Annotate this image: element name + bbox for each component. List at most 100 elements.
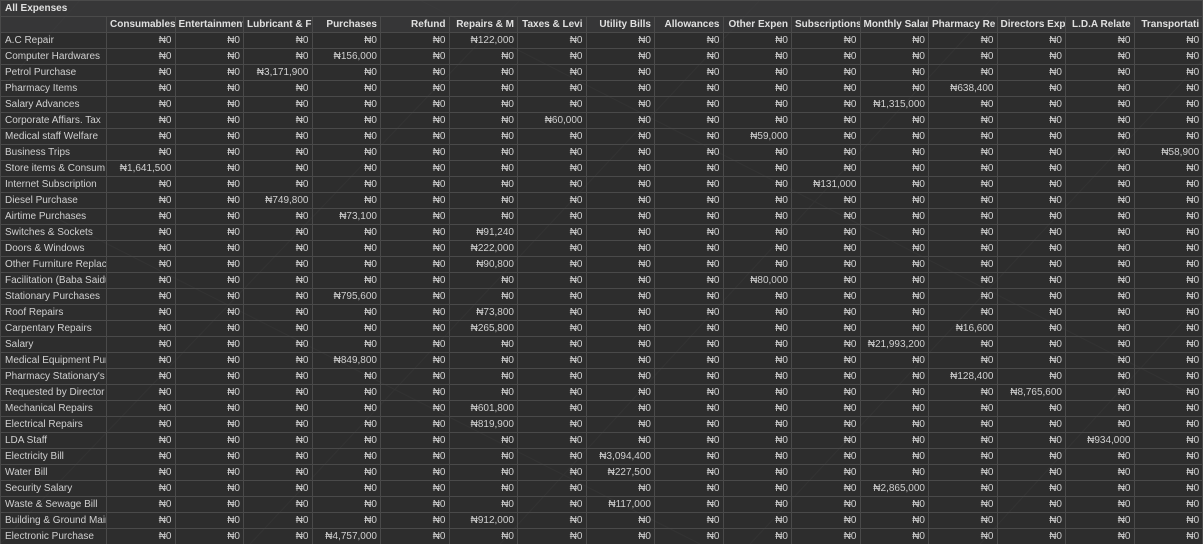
cell-value[interactable]: ₦0: [381, 209, 450, 225]
cell-value[interactable]: ₦0: [655, 97, 724, 113]
table-row[interactable]: Electronic Purchase₦0₦0₦0₦4,757,000₦0₦0₦…: [1, 529, 1203, 544]
cell-value[interactable]: ₦0: [929, 289, 998, 305]
cell-value[interactable]: ₦0: [997, 401, 1066, 417]
row-label[interactable]: Roof Repairs: [1, 305, 107, 321]
cell-value[interactable]: ₦0: [1134, 273, 1203, 289]
cell-value[interactable]: ₦0: [312, 481, 381, 497]
cell-value[interactable]: ₦0: [1134, 369, 1203, 385]
cell-value[interactable]: ₦0: [449, 81, 518, 97]
cell-value[interactable]: ₦0: [244, 353, 313, 369]
cell-value[interactable]: ₦0: [312, 401, 381, 417]
cell-value[interactable]: ₦0: [997, 241, 1066, 257]
table-row[interactable]: Medical Equipment Pur₦0₦0₦0₦849,800₦0₦0₦…: [1, 353, 1203, 369]
cell-value[interactable]: ₦0: [997, 305, 1066, 321]
cell-value[interactable]: ₦0: [792, 337, 861, 353]
cell-value[interactable]: ₦0: [449, 49, 518, 65]
cell-value[interactable]: ₦0: [723, 433, 792, 449]
cell-value[interactable]: ₦0: [312, 257, 381, 273]
cell-value[interactable]: ₦0: [997, 97, 1066, 113]
cell-value[interactable]: ₦0: [449, 449, 518, 465]
cell-value[interactable]: ₦819,900: [449, 417, 518, 433]
cell-value[interactable]: ₦0: [1134, 465, 1203, 481]
cell-value[interactable]: ₦0: [518, 417, 587, 433]
cell-value[interactable]: ₦0: [175, 353, 244, 369]
cell-value[interactable]: ₦0: [107, 465, 176, 481]
cell-value[interactable]: ₦0: [586, 417, 655, 433]
table-row[interactable]: Security Salary₦0₦0₦0₦0₦0₦0₦0₦0₦0₦0₦0₦2,…: [1, 481, 1203, 497]
cell-value[interactable]: ₦0: [792, 497, 861, 513]
cell-value[interactable]: ₦0: [860, 417, 929, 433]
cell-value[interactable]: ₦0: [723, 321, 792, 337]
cell-value[interactable]: ₦0: [997, 417, 1066, 433]
cell-value[interactable]: ₦0: [1066, 129, 1135, 145]
cell-value[interactable]: ₦0: [655, 401, 724, 417]
cell-value[interactable]: ₦0: [997, 145, 1066, 161]
row-label[interactable]: Stationary Purchases: [1, 289, 107, 305]
cell-value[interactable]: ₦0: [792, 81, 861, 97]
cell-value[interactable]: ₦0: [997, 497, 1066, 513]
cell-value[interactable]: ₦0: [244, 177, 313, 193]
cell-value[interactable]: ₦0: [107, 209, 176, 225]
cell-value[interactable]: ₦0: [792, 369, 861, 385]
cell-value[interactable]: ₦0: [586, 289, 655, 305]
cell-value[interactable]: ₦0: [860, 145, 929, 161]
cell-value[interactable]: ₦0: [586, 161, 655, 177]
cell-value[interactable]: ₦0: [312, 145, 381, 161]
cell-value[interactable]: ₦0: [518, 449, 587, 465]
cell-value[interactable]: ₦0: [997, 225, 1066, 241]
cell-value[interactable]: ₦91,240: [449, 225, 518, 241]
cell-value[interactable]: ₦0: [244, 305, 313, 321]
cell-value[interactable]: ₦849,800: [312, 353, 381, 369]
cell-value[interactable]: ₦117,000: [586, 497, 655, 513]
cell-value[interactable]: ₦0: [655, 209, 724, 225]
row-label[interactable]: Facilitation (Baba Saidu: [1, 273, 107, 289]
table-row[interactable]: Waste & Sewage Bill₦0₦0₦0₦0₦0₦0₦0₦117,00…: [1, 497, 1203, 513]
cell-value[interactable]: ₦0: [312, 497, 381, 513]
cell-value[interactable]: ₦0: [723, 241, 792, 257]
cell-value[interactable]: ₦0: [586, 353, 655, 369]
cell-value[interactable]: ₦0: [1066, 81, 1135, 97]
cell-value[interactable]: ₦0: [175, 497, 244, 513]
row-label[interactable]: Store items & Consum: [1, 161, 107, 177]
cell-value[interactable]: ₦0: [1066, 529, 1135, 544]
cell-value[interactable]: ₦0: [518, 97, 587, 113]
cell-value[interactable]: ₦0: [449, 113, 518, 129]
column-header[interactable]: Refund: [381, 17, 450, 33]
cell-value[interactable]: ₦0: [175, 529, 244, 544]
cell-value[interactable]: ₦0: [244, 129, 313, 145]
cell-value[interactable]: ₦0: [997, 449, 1066, 465]
cell-value[interactable]: ₦795,600: [312, 289, 381, 305]
cell-value[interactable]: ₦0: [723, 417, 792, 433]
cell-value[interactable]: ₦0: [1066, 337, 1135, 353]
cell-value[interactable]: ₦0: [107, 337, 176, 353]
cell-value[interactable]: ₦0: [997, 273, 1066, 289]
table-row[interactable]: Business Trips₦0₦0₦0₦0₦0₦0₦0₦0₦0₦0₦0₦0₦0…: [1, 145, 1203, 161]
cell-value[interactable]: ₦0: [723, 369, 792, 385]
cell-value[interactable]: ₦0: [997, 529, 1066, 544]
cell-value[interactable]: ₦0: [381, 449, 450, 465]
cell-value[interactable]: ₦0: [1134, 257, 1203, 273]
cell-value[interactable]: ₦0: [997, 337, 1066, 353]
cell-value[interactable]: ₦0: [586, 321, 655, 337]
cell-value[interactable]: ₦0: [244, 257, 313, 273]
cell-value[interactable]: ₦0: [792, 225, 861, 241]
cell-value[interactable]: ₦156,000: [312, 49, 381, 65]
row-label[interactable]: Computer Hardwares: [1, 49, 107, 65]
cell-value[interactable]: ₦0: [381, 433, 450, 449]
cell-value[interactable]: ₦0: [586, 273, 655, 289]
cell-value[interactable]: ₦0: [792, 385, 861, 401]
cell-value[interactable]: ₦0: [1066, 113, 1135, 129]
cell-value[interactable]: ₦0: [586, 433, 655, 449]
cell-value[interactable]: ₦0: [449, 465, 518, 481]
cell-value[interactable]: ₦0: [792, 529, 861, 544]
cell-value[interactable]: ₦0: [107, 513, 176, 529]
cell-value[interactable]: ₦0: [586, 113, 655, 129]
cell-value[interactable]: ₦0: [1066, 225, 1135, 241]
cell-value[interactable]: ₦58,900: [1134, 145, 1203, 161]
cell-value[interactable]: ₦0: [244, 417, 313, 433]
cell-value[interactable]: ₦0: [381, 321, 450, 337]
cell-value[interactable]: ₦0: [175, 433, 244, 449]
row-label[interactable]: Pharmacy Stationary's: [1, 369, 107, 385]
cell-value[interactable]: ₦934,000: [1066, 433, 1135, 449]
cell-value[interactable]: ₦0: [792, 209, 861, 225]
